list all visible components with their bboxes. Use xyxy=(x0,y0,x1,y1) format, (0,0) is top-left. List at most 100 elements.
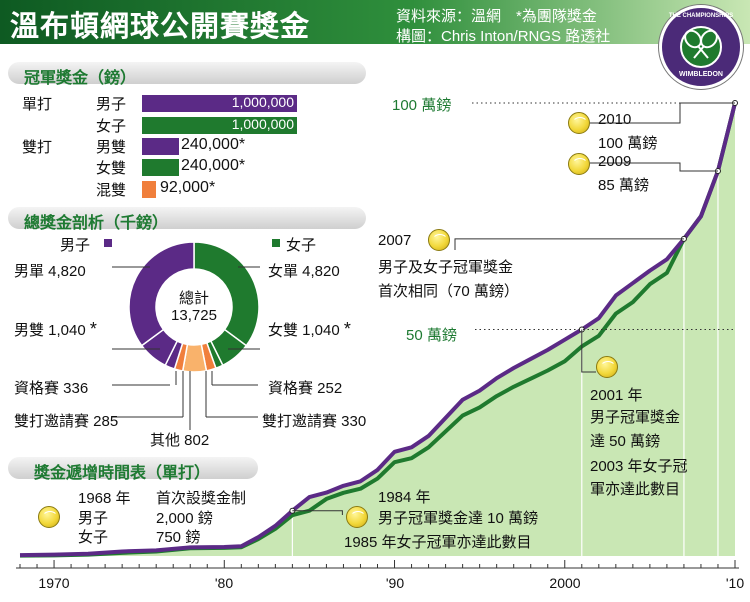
wimbledon-logo: THE CHAMPIONSHIPS WIMBLEDON xyxy=(659,5,743,89)
ann-1968-women: 女子 xyxy=(78,529,109,546)
singles-label: 單打 xyxy=(22,96,53,113)
row-label-mixed-doubles: 混雙 xyxy=(96,182,127,199)
pie-slice-men-singles xyxy=(128,241,195,347)
ann-1968-men-value: 2,000 鎊 xyxy=(156,510,213,527)
row-label-men-singles: 男子 xyxy=(96,96,127,113)
prize-value-men-doubles: 240,000* xyxy=(181,136,245,154)
ann-2001-line-1: 2001 年 xyxy=(590,387,643,404)
x-tick-label: '90 xyxy=(385,575,405,591)
team-star-3: * xyxy=(208,179,216,196)
ann-1968-men: 男子 xyxy=(78,510,109,527)
tennis-ball-icon xyxy=(568,112,590,134)
legend-women-label: 女子 xyxy=(286,237,317,254)
section-pill-breakdown xyxy=(8,207,366,229)
logo-text-bottom: WIMBLEDON xyxy=(679,71,723,78)
ann-1984-line-2: 1985 年女子冠軍亦達此數目 xyxy=(344,534,532,551)
pie-layer xyxy=(112,241,260,430)
callout-line xyxy=(292,510,343,515)
ann-2010-line-2: 100 萬鎊 xyxy=(598,135,658,152)
x-tick-label: 1970 xyxy=(38,575,70,591)
label-men-qualifying: 資格賽 336 xyxy=(14,380,89,397)
prize-value-mixed-doubles-text: 92,000 xyxy=(160,179,209,196)
ann-2010-line-1: 2010 xyxy=(598,111,632,128)
tennis-ball-icon xyxy=(346,506,368,528)
legend-women-swatch xyxy=(272,239,280,247)
tennis-ball-icon xyxy=(38,506,60,528)
header-band xyxy=(0,0,750,44)
ann-1984-line-1: 男子冠軍獎金達 10 萬鎊 xyxy=(378,510,539,527)
x-tick-label: 2000 xyxy=(549,575,581,591)
prize-bar-men-singles xyxy=(142,95,297,112)
callout-line xyxy=(454,238,684,250)
section-title-timeline: 獎金遞增時間表（單打） xyxy=(34,465,211,482)
tennis-ball-icon xyxy=(596,356,618,378)
pie-slice-women-singles xyxy=(193,241,260,347)
ann-2001-line-2: 男子冠軍獎金 xyxy=(590,409,681,426)
label-men-invitational: 雙打邀請賽 285 xyxy=(14,413,119,430)
section-pill-champion xyxy=(8,62,366,84)
label-women-doubles-text: 女雙 1,040 xyxy=(268,322,340,339)
prize-value-men-singles: 1,000,000 xyxy=(231,94,294,110)
ann-1968-text: 首次設獎金制 xyxy=(156,490,247,507)
pie-total-label: 總計 xyxy=(178,290,209,307)
doubles-label: 雙打 xyxy=(22,139,53,156)
label-women-singles: 女單 4,820 xyxy=(268,263,340,280)
row-label-women-singles: 女子 xyxy=(96,118,127,135)
page-title: 溫布頓網球公開賽獎金 xyxy=(10,11,311,43)
source-line-1: 資料來源：溫網 *為團隊獎金 xyxy=(396,8,597,25)
label-women-invitational: 雙打邀請賽 330 xyxy=(262,413,367,430)
ann-2001-line-5: 軍亦達此數目 xyxy=(590,481,681,498)
label-men-doubles-text: 男雙 1,040 xyxy=(14,322,86,339)
tennis-ball-icon xyxy=(428,229,450,251)
series-line-men xyxy=(19,102,737,558)
label-men-singles: 男單 4,820 xyxy=(14,263,86,280)
section-title-breakdown: 總獎金剖析（千鎊） xyxy=(24,215,169,232)
section-title-champion: 冠軍獎金（鎊） xyxy=(24,70,137,87)
prize-bar-women-singles xyxy=(142,117,297,134)
callout-line xyxy=(590,102,735,124)
label-men-doubles: 男雙 1,040 * xyxy=(14,319,97,340)
ann-2009-line-2: 85 萬鎊 xyxy=(598,177,649,194)
crossed-rackets-icon xyxy=(684,29,718,59)
callout-line xyxy=(590,162,718,172)
label-men-doubles-star: * xyxy=(89,319,97,339)
ann-1968-women-value: 750 鎊 xyxy=(156,529,201,546)
ann-2007-line-3: 首次相同（70 萬鎊） xyxy=(378,283,519,300)
x-tick-label: '10 xyxy=(725,575,745,591)
label-women-qualifying: 資格賽 252 xyxy=(268,380,343,397)
source-line-2: 構圖：Chris Inton/RNGS 路透社 xyxy=(396,28,611,45)
ann-2009-line-1: 2009 xyxy=(598,153,632,170)
prize-bar-women-doubles xyxy=(142,159,179,176)
ann-2007-line-1: 2007 xyxy=(378,232,412,249)
prize-value-women-doubles: 240,000* xyxy=(181,157,245,175)
ref-label-100: 100 萬鎊 xyxy=(392,97,452,114)
section-pill-timeline xyxy=(8,457,258,479)
logo-text-top: THE CHAMPIONSHIPS xyxy=(668,13,734,19)
prize-value-women-doubles-text: 240,000 xyxy=(181,157,239,174)
prize-value-men-doubles-text: 240,000 xyxy=(181,136,239,153)
legend-men-label: 男子 xyxy=(60,237,91,254)
team-star-1: * xyxy=(238,136,246,153)
prize-bar-men-doubles xyxy=(142,138,179,155)
team-star-2: * xyxy=(238,157,246,174)
tennis-ball-icon xyxy=(568,153,590,175)
label-other: 其他 802 xyxy=(150,432,210,449)
callout-line xyxy=(581,329,596,373)
row-label-men-doubles: 男雙 xyxy=(96,139,127,156)
prize-value-mixed-doubles: 92,000* xyxy=(160,179,215,197)
chart-axis-layer xyxy=(16,102,739,569)
label-women-doubles: 女雙 1,040 * xyxy=(268,319,351,340)
pie-center xyxy=(157,270,231,344)
ann-2001-line-3: 達 50 萬鎊 xyxy=(590,433,661,450)
ann-2007-line-2: 男子及女子冠軍獎金 xyxy=(378,259,514,276)
legend-men-swatch xyxy=(104,239,112,247)
ann-1984-year: 1984 年 xyxy=(378,489,431,506)
ann-1968-year: 1968 年 xyxy=(78,490,131,507)
prize-bar-mixed-doubles xyxy=(142,181,156,198)
label-women-doubles-star: * xyxy=(343,319,351,339)
ref-label-50: 50 萬鎊 xyxy=(406,327,457,344)
x-tick-label: '80 xyxy=(214,575,234,591)
pie-total-value: 13,725 xyxy=(171,307,217,324)
